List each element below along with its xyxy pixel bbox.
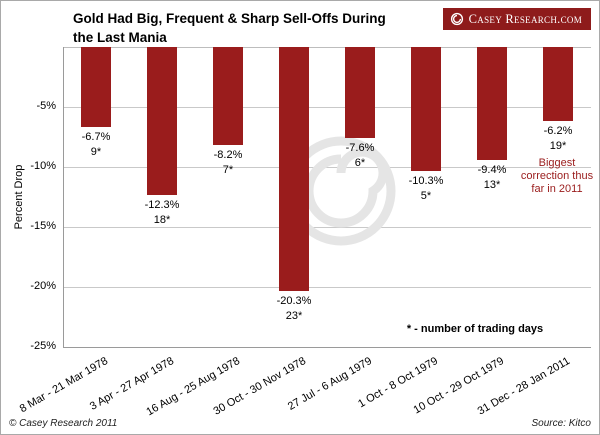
bar-days-label: 7* (222, 164, 234, 177)
chart-title-line2: the Last Mania (73, 30, 167, 45)
bar-days-label: 13* (483, 178, 501, 191)
bar (345, 47, 375, 139)
bar-value-label: -9.4% (477, 163, 507, 176)
bar-value-label: -20.3% (276, 294, 312, 307)
gridline (63, 167, 591, 168)
bar-days-label: 6* (354, 157, 366, 170)
copyright-text: © Casey Research 2011 (9, 418, 118, 429)
bar-value-label: -6.7% (81, 131, 111, 144)
bar-days-label: 23* (285, 309, 303, 322)
y-axis-tick-label: -25% (30, 340, 56, 352)
x-axis-label: 30 Oct - 30 Nov 1978 (211, 355, 308, 418)
casey-logo-icon (450, 12, 464, 26)
x-axis-label: 10 Oct - 29 Oct 1979 (411, 355, 506, 417)
gridline (63, 287, 591, 288)
bar-days-label: 18* (153, 213, 171, 226)
y-axis-tick-label: -10% (30, 160, 56, 172)
source-text: Source: Kitco (531, 418, 591, 429)
x-axis-line (63, 347, 591, 348)
bar (213, 47, 243, 146)
trading-days-footnote: * - number of trading days (406, 323, 544, 335)
casey-research-logo: Casey Research.com (442, 8, 591, 30)
x-axis-label: 1 Oct - 8 Oct 1979 (356, 355, 440, 411)
bar-value-label: -7.6% (345, 142, 375, 155)
gridline (63, 107, 591, 108)
y-axis-tick-label: -15% (30, 220, 56, 232)
bar-value-label: -6.2% (543, 125, 573, 138)
bar (477, 47, 507, 160)
bar-annotation: Biggest correction thus far in 2011 (520, 157, 594, 196)
chart-title: Gold Had Big, Frequent & Sharp Sell-Offs… (73, 9, 386, 47)
y-axis-tick-label: -5% (36, 100, 56, 112)
y-axis-line (63, 47, 64, 347)
bar-days-label: 5* (420, 189, 432, 202)
bar (81, 47, 111, 128)
bar (543, 47, 573, 122)
zero-axis-line (63, 47, 591, 48)
chart-title-line1: Gold Had Big, Frequent & Sharp Sell-Offs… (73, 11, 386, 26)
gridline (63, 227, 591, 228)
bar-value-label: -8.2% (213, 149, 243, 162)
casey-logo-text: Casey Research.com (468, 11, 582, 26)
x-axis-label: 16 Aug - 25 Aug 1978 (144, 355, 242, 419)
bar-value-label: -12.3% (144, 198, 180, 211)
bar-days-label: 19* (549, 140, 567, 153)
bar (279, 47, 309, 291)
bar (147, 47, 177, 195)
bar (411, 47, 441, 171)
y-axis-tick-label: -20% (30, 280, 56, 292)
bar-value-label: -10.3% (408, 174, 444, 187)
x-axis-label: 27 Jul - 6 Aug 1979 (285, 355, 374, 413)
bar-days-label: 9* (90, 146, 102, 159)
